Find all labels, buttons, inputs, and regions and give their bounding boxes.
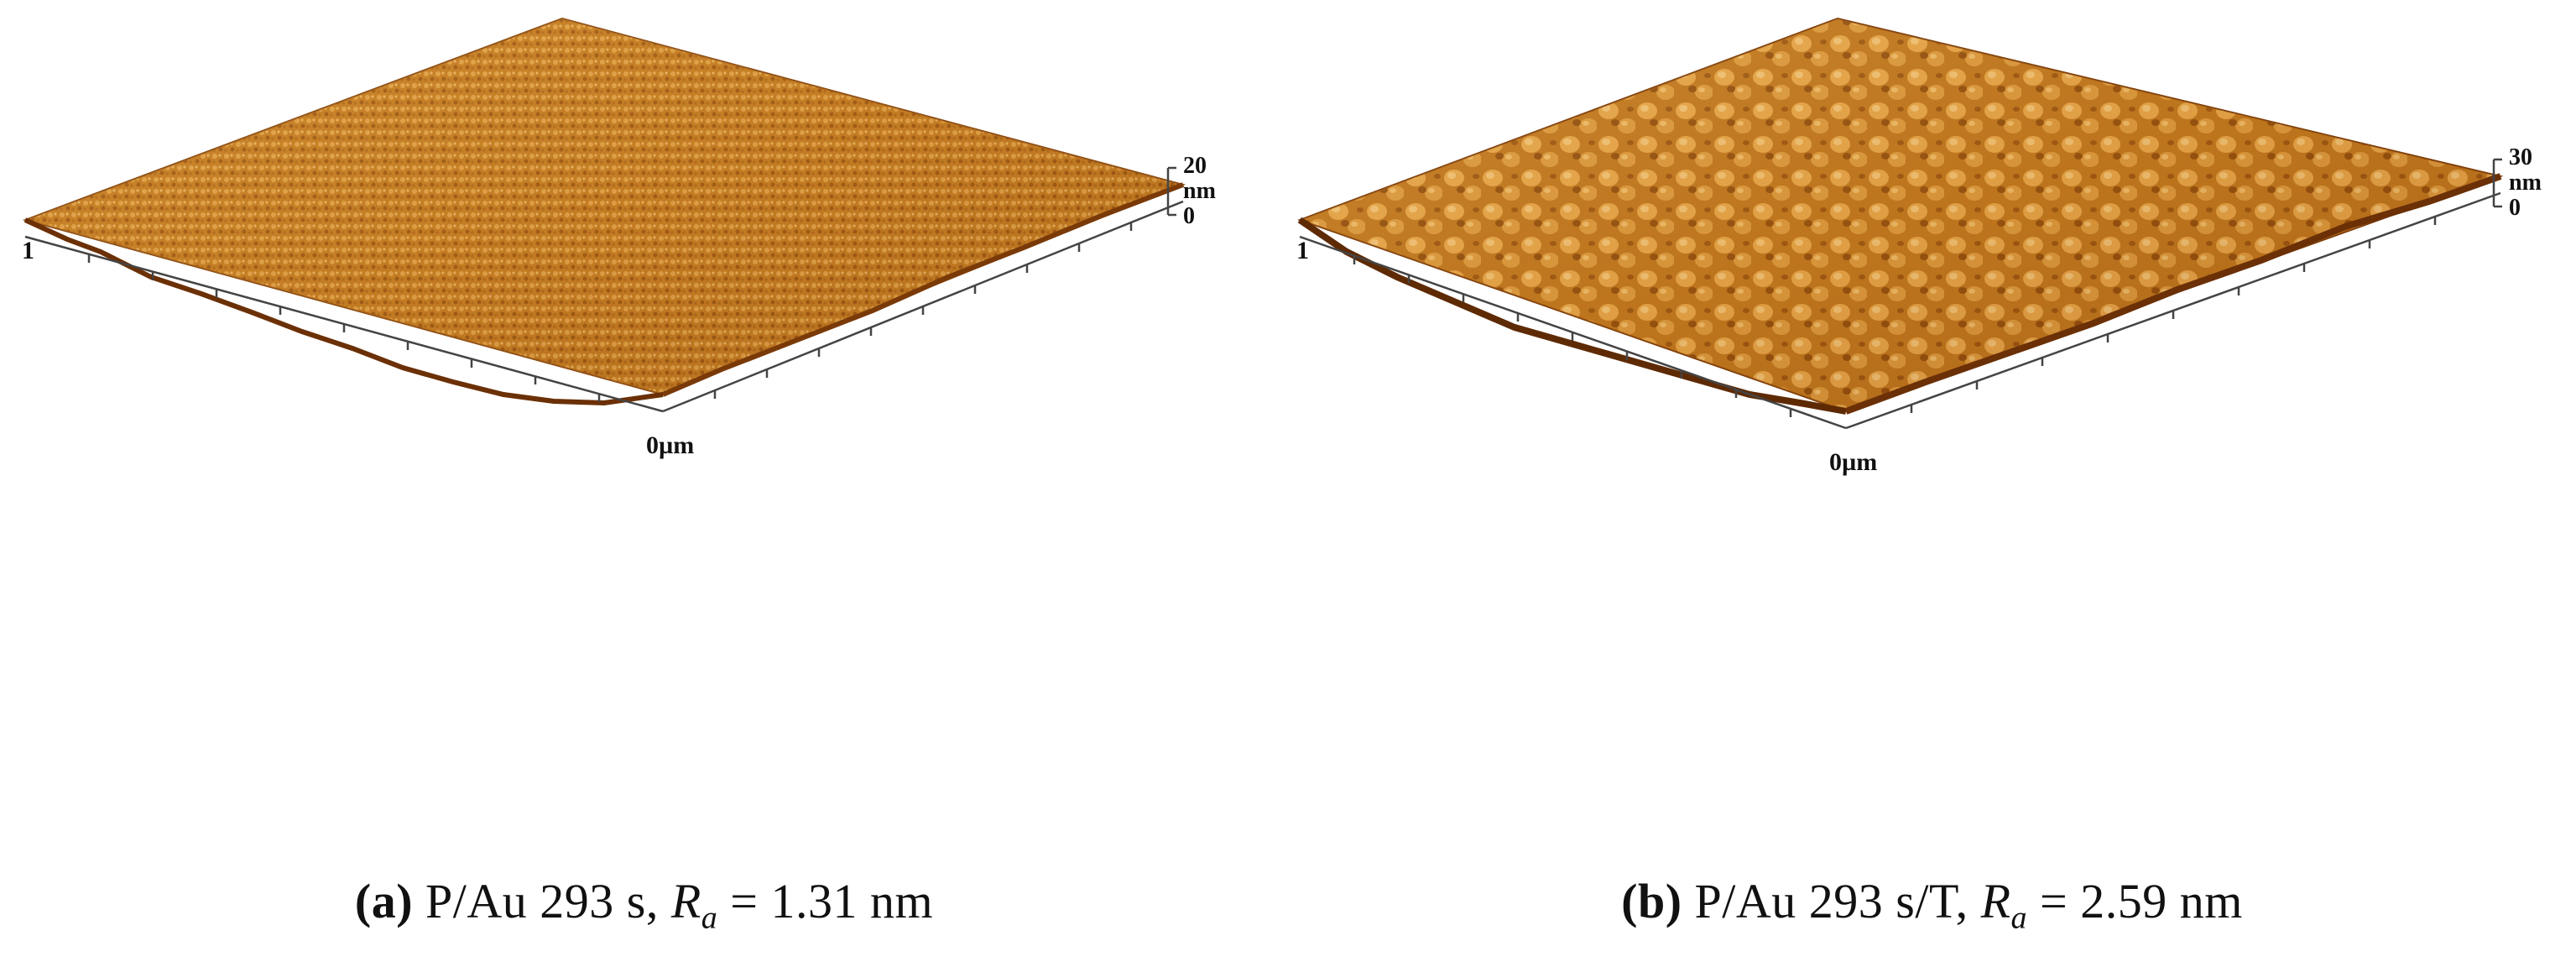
axis-corner-label: 1 xyxy=(1296,237,1309,264)
caption-ra-value: = 2.59 nm xyxy=(2040,874,2243,928)
panel-caption-b: (b) P/Au 293 s/T, Ra = 2.59 nm xyxy=(1288,873,2576,937)
caption-ra-symbol: R xyxy=(1980,874,2011,928)
z-scale-min: 0 xyxy=(1183,203,1195,229)
z-scale-unit: nm xyxy=(2509,170,2542,196)
panel-caption-a: (a) P/Au 293 s, Ra = 1.31 nm xyxy=(0,873,1288,937)
caption-ra-symbol: R xyxy=(670,874,701,928)
caption-tag: (b) xyxy=(1621,874,1682,928)
axis-ticks xyxy=(87,222,1133,402)
caption-tag: (a) xyxy=(354,874,414,928)
afm-panel-b: 30 nm 0 1 0µm (b) P/Au 293 s/T, Ra = 2.5… xyxy=(1288,0,2576,962)
afm-surface-b: 30 nm 0 1 0µm xyxy=(1296,17,2542,476)
z-scale-max: 20 xyxy=(1183,153,1207,179)
z-scale-min: 0 xyxy=(2509,195,2521,221)
axis-origin-label: 0µm xyxy=(1829,448,1877,476)
caption-ra-subscript: a xyxy=(2010,900,2028,936)
z-scale-unit: nm xyxy=(1183,178,1216,204)
caption-sample: P/Au 293 s/T, xyxy=(1694,874,1969,928)
afm-surface-a: 20 nm 0 1 0µm xyxy=(22,17,1216,459)
afm-panel-a: 20 nm 0 1 0µm (a) P/Au 293 s, Ra = 1.31 … xyxy=(0,17,1288,937)
axis-origin-label: 0µm xyxy=(646,431,694,459)
z-scale-max: 30 xyxy=(2509,144,2532,170)
axis-ticks xyxy=(1353,217,2437,417)
caption-ra-value: = 1.31 nm xyxy=(730,874,934,928)
caption-ra-subscript: a xyxy=(701,900,718,936)
caption-sample: P/Au 293 s, xyxy=(425,874,659,928)
axis-corner-label: 1 xyxy=(22,237,34,264)
